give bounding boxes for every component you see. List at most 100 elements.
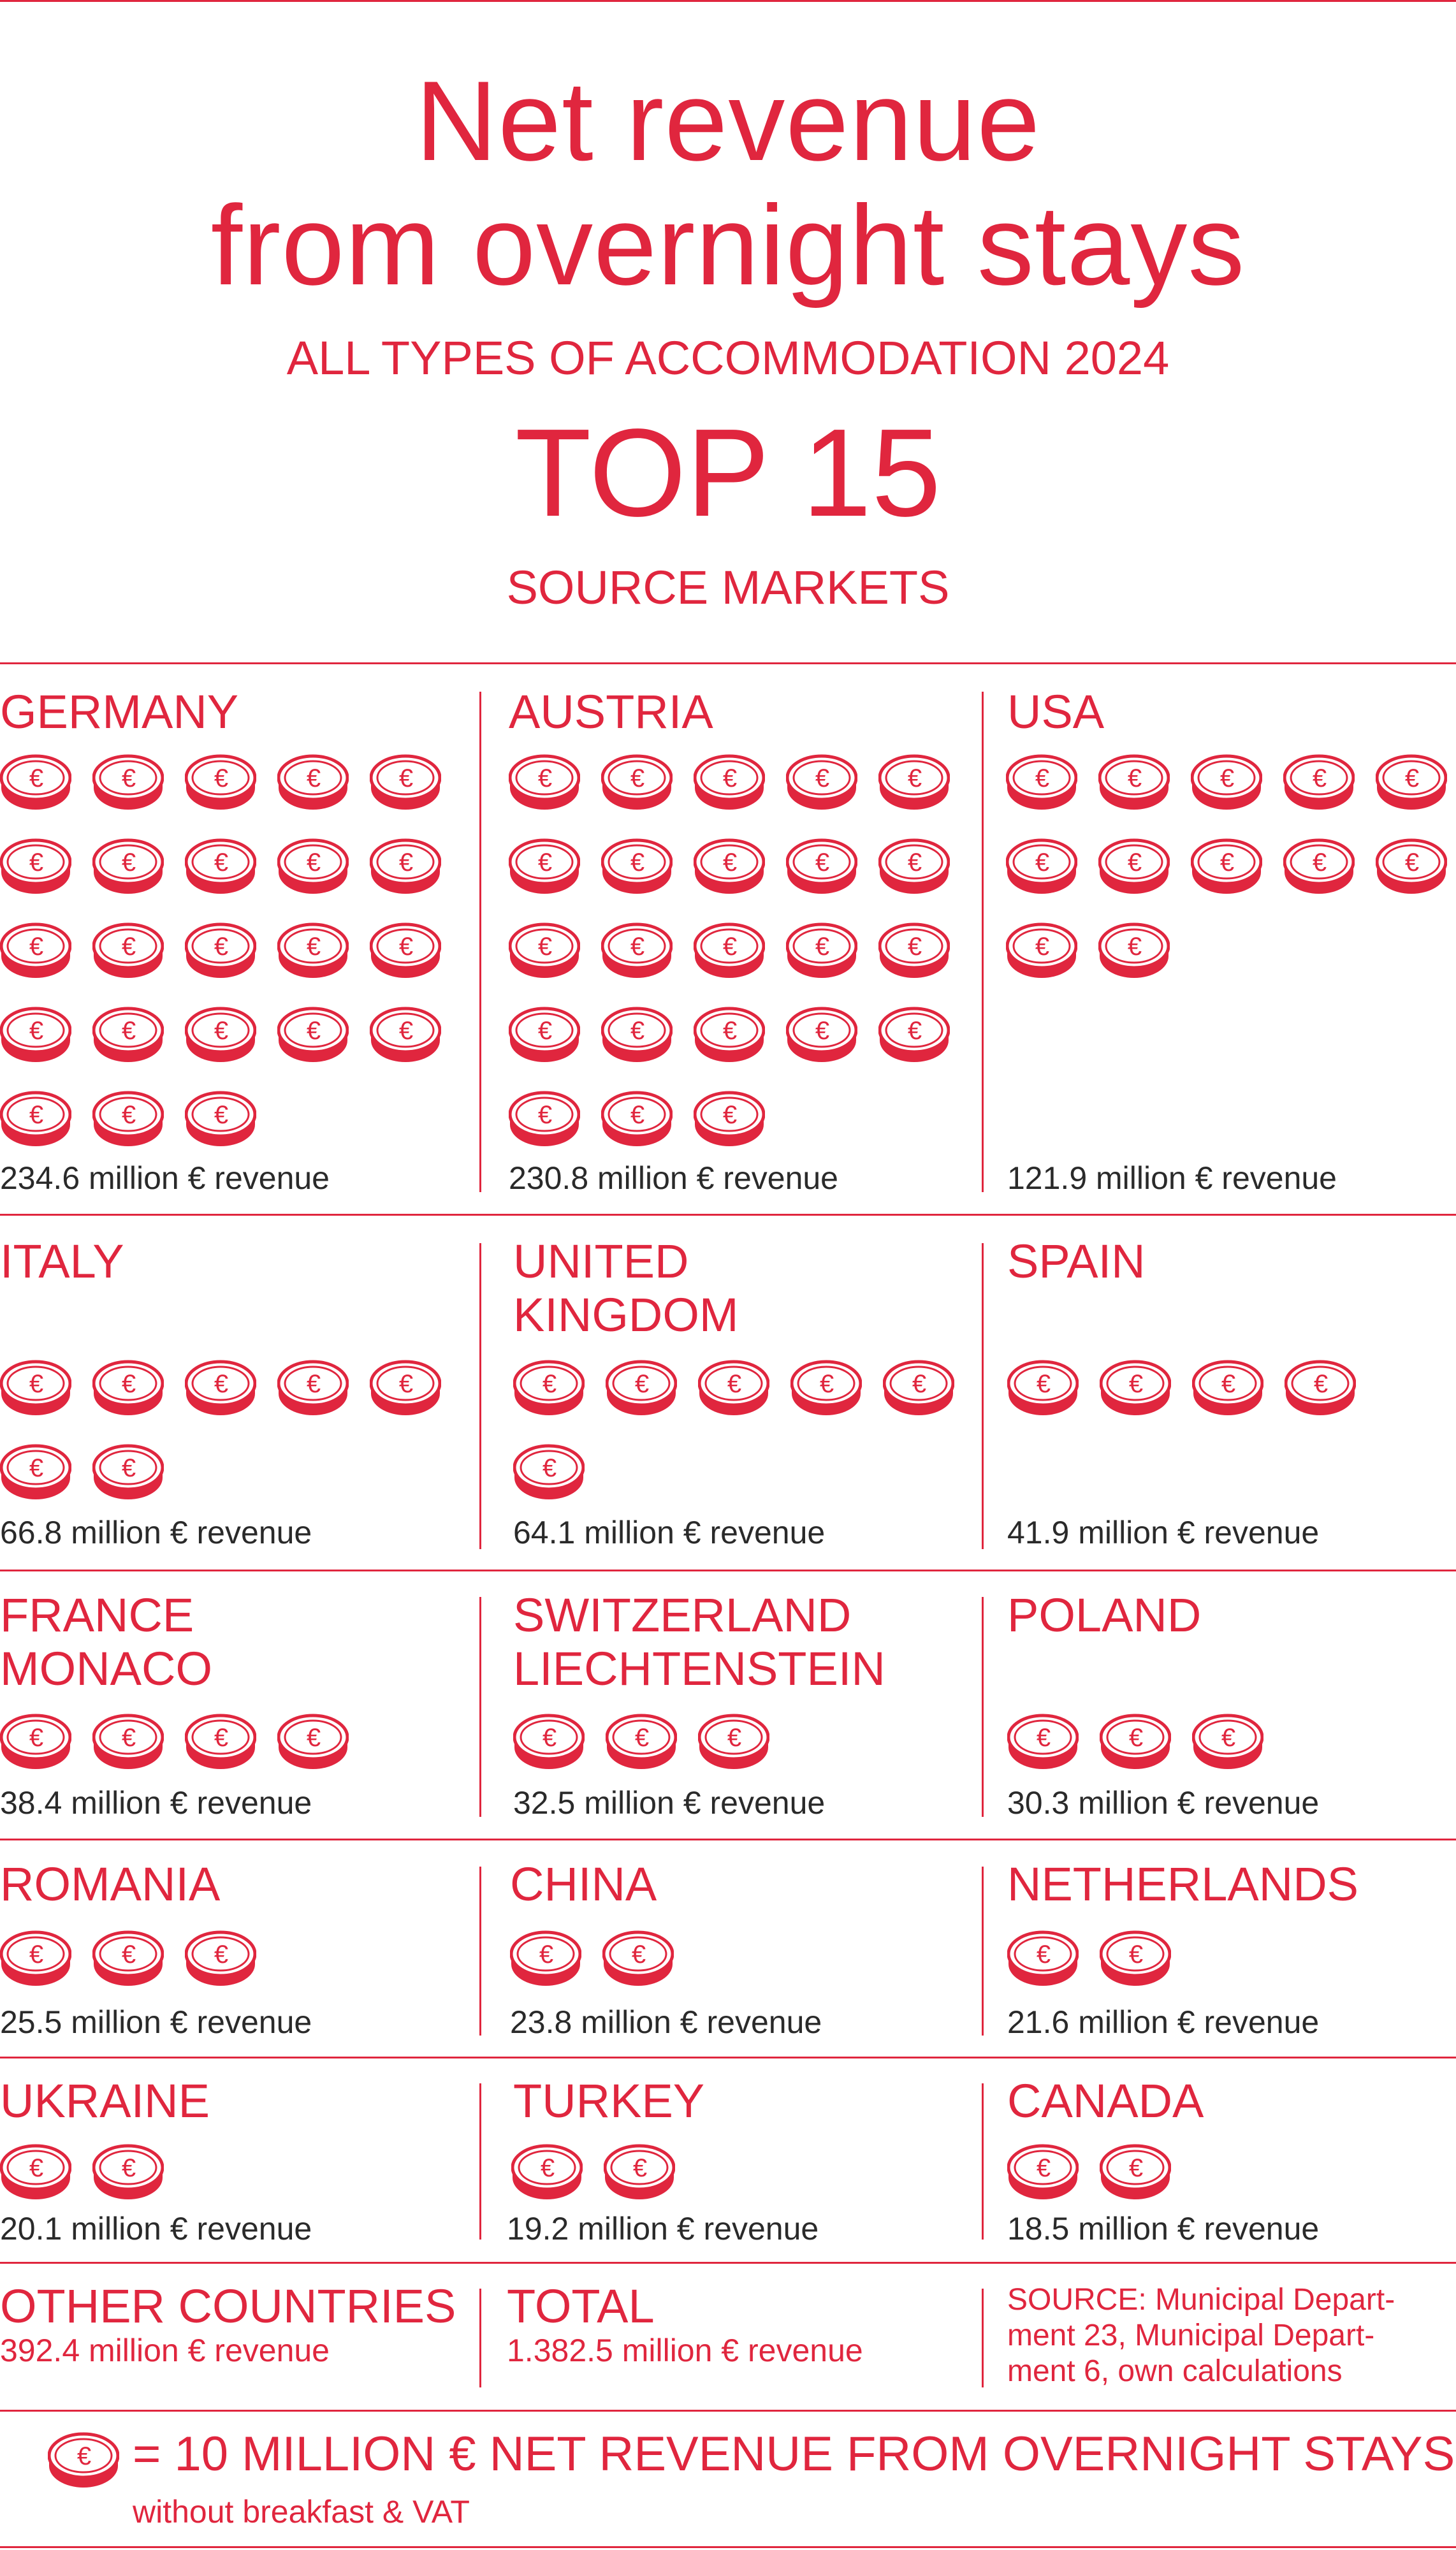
euro-coin-icon: € [601, 838, 673, 894]
euro-coin-icon: € [1100, 1930, 1171, 1986]
svg-text:€: € [29, 1724, 43, 1752]
euro-coin-icon: € [509, 1091, 580, 1146]
euro-coin-icon: € [48, 2432, 119, 2488]
revenue-value: 64.1 million € revenue [513, 1515, 826, 1550]
svg-text:€: € [630, 1017, 644, 1045]
svg-text:€: € [908, 849, 922, 877]
source-note: SOURCE: Municipal Depart- ment 23, Munic… [1007, 2283, 1395, 2388]
column-divider [982, 2289, 984, 2387]
svg-text:€: € [1221, 1370, 1235, 1398]
euro-coin-icon: € [92, 922, 164, 978]
column-divider [479, 2289, 481, 2387]
svg-text:€: € [214, 849, 228, 877]
euro-coin-icon: € [606, 1360, 677, 1415]
svg-text:€: € [214, 1370, 228, 1398]
euro-coin-icon: € [694, 1007, 765, 1062]
svg-text:€: € [632, 1941, 646, 1969]
svg-text:€: € [1037, 1370, 1051, 1398]
euro-coin-icon: € [1007, 1714, 1079, 1769]
euro-coin-icon: € [1098, 922, 1170, 978]
svg-text:€: € [633, 2154, 647, 2182]
svg-text:€: € [723, 849, 737, 877]
country-name: USA [1007, 685, 1105, 738]
euro-coin-icon: € [883, 1360, 954, 1415]
legend-note: without breakfast & VAT [133, 2494, 470, 2530]
euro-coin-icon: € [698, 1360, 769, 1415]
svg-text:€: € [399, 764, 413, 792]
euro-coin-icon: € [602, 1930, 674, 1986]
svg-text:€: € [912, 1370, 926, 1398]
euro-coin-icon: € [92, 2144, 164, 2199]
country-name: POLAND [1007, 1589, 1202, 1642]
svg-text:€: € [214, 1941, 228, 1969]
euro-coin-icon: € [513, 1714, 585, 1769]
svg-text:€: € [630, 933, 644, 961]
euro-coin-icon: € [698, 1714, 769, 1769]
source-markets-heading: SOURCE MARKETS [506, 561, 950, 614]
svg-text:€: € [399, 1017, 413, 1045]
euro-coin-icon: € [185, 1714, 256, 1769]
svg-text:€: € [399, 849, 413, 877]
euro-coin-icon: € [601, 922, 673, 978]
euro-coin-icon: € [878, 838, 950, 894]
svg-text:€: € [1221, 1724, 1235, 1752]
euro-coin-icon: € [1100, 1714, 1171, 1769]
svg-text:€: € [538, 849, 552, 877]
column-divider [479, 1867, 481, 2036]
svg-text:€: € [29, 1941, 43, 1969]
euro-coin-icon: € [509, 1007, 580, 1062]
svg-text:€: € [1314, 1370, 1328, 1398]
svg-text:€: € [723, 764, 737, 792]
euro-coin-icon: € [92, 1091, 164, 1146]
euro-coin-icon: € [694, 1091, 765, 1146]
euro-coin-icon: € [0, 838, 71, 894]
svg-text:€: € [1129, 1941, 1143, 1969]
svg-text:€: € [307, 933, 321, 961]
euro-coin-icon: € [370, 1360, 441, 1415]
svg-text:€: € [214, 1017, 228, 1045]
svg-text:€: € [29, 1017, 43, 1045]
country-name: NETHERLANDS [1007, 1858, 1358, 1911]
euro-coin-icon: € [513, 1444, 585, 1499]
svg-text:€: € [307, 1724, 321, 1752]
svg-text:€: € [399, 1370, 413, 1398]
euro-coin-icon: € [92, 1360, 164, 1415]
svg-text:€: € [1037, 1941, 1051, 1969]
euro-coin-icon: € [1100, 1360, 1171, 1415]
euro-coin-icon: € [92, 838, 164, 894]
euro-coin-icon: € [1191, 838, 1262, 894]
svg-text:€: € [1035, 764, 1049, 792]
euro-coin-icon: € [601, 1007, 673, 1062]
euro-coin-icon: € [1100, 2144, 1171, 2199]
revenue-value: 21.6 million € revenue [1007, 2004, 1320, 2040]
euro-coin-icon: € [185, 1007, 256, 1062]
svg-text:€: € [29, 1101, 43, 1129]
column-divider [479, 692, 481, 1192]
svg-text:€: € [815, 764, 829, 792]
revenue-value: 32.5 million € revenue [513, 1785, 826, 1821]
svg-text:€: € [29, 2154, 43, 2182]
euro-coin-icon: € [0, 1444, 71, 1499]
top-border [0, 0, 1456, 2]
euro-coin-icon: € [694, 922, 765, 978]
country-name: SWITZERLAND LIECHTENSTEIN [513, 1589, 885, 1695]
euro-coin-icon: € [786, 922, 857, 978]
euro-coin-icon: € [601, 754, 673, 810]
svg-text:€: € [1313, 764, 1327, 792]
svg-text:€: € [908, 933, 922, 961]
svg-text:€: € [630, 849, 644, 877]
euro-coin-icon: € [0, 1360, 71, 1415]
euro-coin-icon: € [786, 1007, 857, 1062]
euro-coin-icon: € [604, 2144, 675, 2199]
svg-text:€: € [820, 1370, 834, 1398]
svg-text:€: € [29, 1370, 43, 1398]
euro-coin-icon: € [1376, 838, 1447, 894]
country-name: GERMANY [0, 685, 239, 738]
euro-coin-icon: € [185, 1091, 256, 1146]
euro-coin-icon: € [185, 922, 256, 978]
euro-coin-icon: € [0, 1091, 71, 1146]
divider-row-2 [0, 1214, 1456, 1216]
svg-text:€: € [1129, 1370, 1143, 1398]
euro-coin-icon: € [185, 838, 256, 894]
svg-text:€: € [539, 1941, 553, 1969]
